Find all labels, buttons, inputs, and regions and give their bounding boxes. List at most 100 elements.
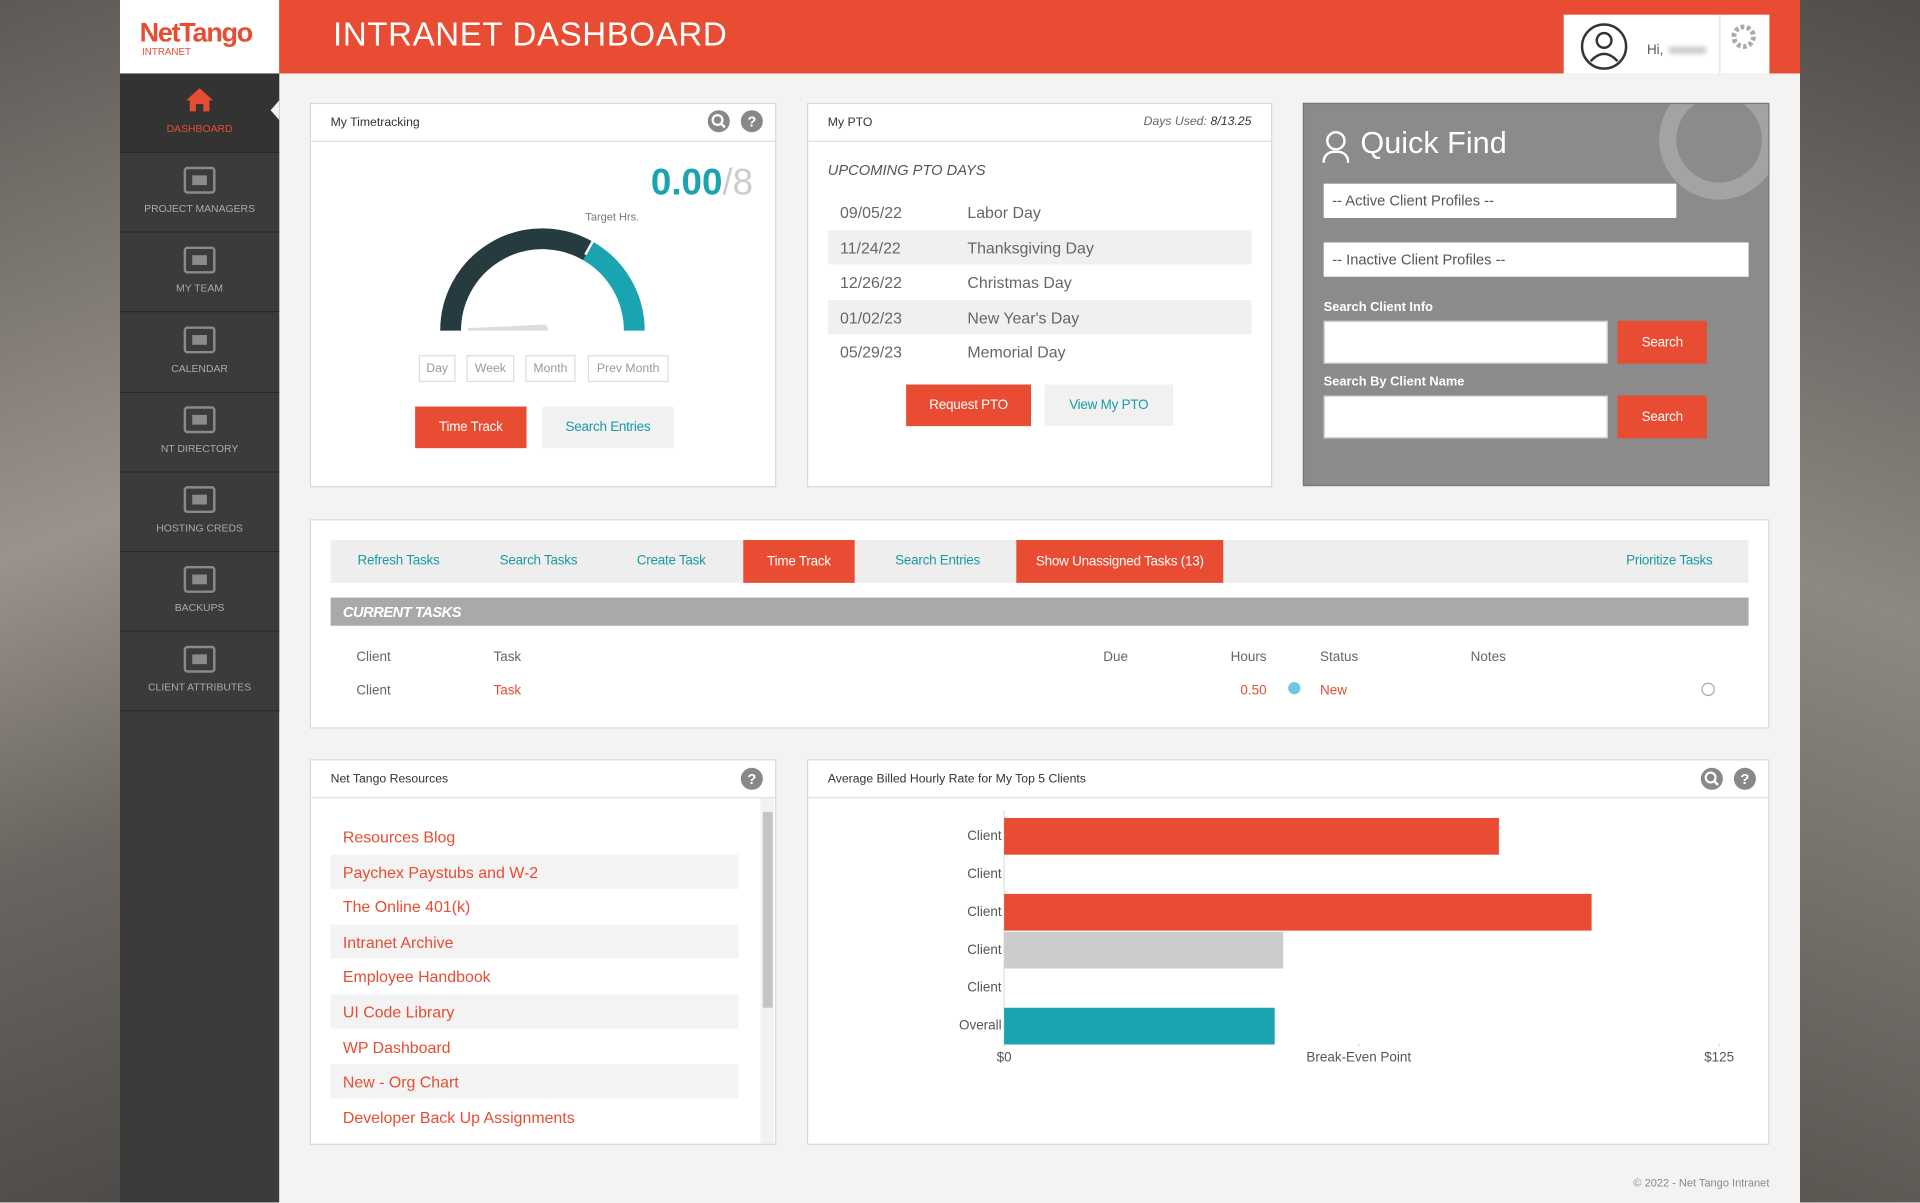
chart-panel: Average Billed Hourly Rate for My Top 5 … (806, 759, 1770, 1145)
timetracking-panel: My Timetracking 0.00/8 Target Hrs. Day Week M… (309, 102, 777, 488)
person-icon-body (1322, 150, 1350, 163)
panel-title: My PTO (827, 116, 873, 130)
column-header: Client (356, 650, 391, 665)
search-label: Search By Client Name (1323, 374, 1465, 390)
panel-header: Average Billed Hourly Rate for My Top 5 … (808, 760, 1769, 799)
toolbar-link[interactable]: Refresh Tasks (357, 553, 440, 569)
resource-row: Employee Handbook (330, 959, 739, 994)
nav-item[interactable]: CLIENT ATTRIBUTES (120, 632, 280, 712)
pto-row: 11/24/22 Thanksgiving Day (827, 229, 1252, 264)
pto-date: 12/26/22 (840, 273, 902, 292)
days-used-label: Days Used: (1143, 115, 1207, 129)
user-box[interactable]: Hi, (1563, 14, 1770, 74)
footer: © 2022 - Net Tango Intranet (1633, 1176, 1770, 1189)
resource-link[interactable]: Developer Back Up Assignments (342, 1107, 575, 1127)
column-header: Hours (1230, 650, 1267, 665)
nav-item[interactable]: CALENDAR (120, 312, 280, 393)
request-pto-button[interactable]: Request PTO (906, 384, 1032, 427)
search-button[interactable]: Search (1617, 395, 1707, 439)
search-entries-button[interactable]: Search Entries (542, 406, 674, 449)
pto-row: 01/02/23 New Year's Day (827, 299, 1252, 335)
pto-holiday: New Year's Day (967, 308, 1080, 327)
toolbar-button[interactable]: Time Track (743, 540, 855, 583)
pto-date: 01/02/23 (840, 308, 902, 327)
nav-item[interactable]: PROJECT MANAGERS (120, 153, 280, 233)
resources-panel: Net Tango Resources Resources Blog Paychex… (309, 759, 777, 1145)
range-button[interactable]: Week (466, 355, 515, 383)
tasks-heading: CURRENT TASKS (342, 603, 462, 621)
client-select[interactable]: -- Active Client Profiles -- (1323, 183, 1677, 218)
pto-row: 05/29/23 Memorial Day (827, 334, 1252, 370)
client-select[interactable]: -- Inactive Client Profiles -- (1323, 242, 1749, 277)
nav-label: CLIENT ATTRIBUTES (148, 681, 252, 694)
chart-title: Average Billed Hourly Rate for My Top 5 … (827, 772, 1086, 787)
logo-sub: INTRANET (142, 46, 192, 58)
nav-item[interactable]: BACKUPS (120, 552, 280, 633)
resource-link[interactable]: The Online 401(k) (342, 897, 471, 917)
toolbar-link[interactable]: Prioritize Tasks (1626, 553, 1713, 569)
search-button[interactable]: Search (1617, 320, 1707, 364)
range-button[interactable]: Prev Month (587, 355, 669, 383)
resource-row: Resources Blog (330, 819, 739, 854)
resource-link[interactable]: Resources Blog (342, 827, 456, 847)
column-header: Status (1320, 650, 1359, 665)
pto-panel: My PTO Days Used: 8/13.25 UPCOMING PTO DAYS… (806, 102, 1273, 488)
pto-date: 09/05/22 (840, 203, 902, 222)
nav-item[interactable]: NT DIRECTORY (120, 392, 280, 473)
header-bar: INTRANET DASHBOARD (279, 0, 1801, 74)
backdrop-right (1800, 0, 1920, 1203)
toolbar-button[interactable]: Show Unassigned Tasks (13) (1016, 540, 1224, 583)
pto-row: 09/05/22 Labor Day (827, 194, 1252, 229)
hours-value: 0.00 (650, 162, 723, 204)
divider (1719, 14, 1721, 74)
pto-holiday: Thanksgiving Day (967, 238, 1094, 257)
range-button[interactable]: Month (525, 355, 576, 383)
resource-row: UI Code Library (330, 994, 739, 1029)
resource-link[interactable]: New - Org Chart (342, 1072, 459, 1092)
nav-label: DASHBOARD (166, 122, 233, 135)
user-name-blurred (1668, 46, 1706, 54)
nav-label: HOSTING CREDS (156, 521, 243, 534)
logo-box[interactable]: NetTango INTRANET (120, 0, 280, 74)
time-track-button[interactable]: Time Track (415, 406, 527, 449)
column-header: Due (1103, 650, 1128, 665)
view-pto-button[interactable]: View My PTO (1044, 384, 1174, 427)
toolbar-link[interactable]: Create Task (636, 553, 706, 569)
target-label: Target Hrs. (585, 210, 640, 223)
nav-label: PROJECT MANAGERS (144, 202, 256, 215)
resource-link[interactable]: Intranet Archive (342, 932, 454, 952)
resource-link[interactable]: Employee Handbook (342, 967, 491, 987)
resource-link[interactable]: Paychex Paystubs and W-2 (342, 862, 539, 882)
nav-item[interactable]: MY TEAM (120, 233, 280, 313)
greeting: Hi, (1646, 42, 1664, 58)
nav-item[interactable]: HOSTING CREDS (120, 472, 280, 553)
hours-target: /8 (722, 162, 754, 204)
resource-link[interactable]: UI Code Library (342, 1002, 455, 1022)
backdrop-left (0, 0, 121, 1203)
panel-header: Net Tango Resources (311, 760, 776, 799)
scroll-thumb (762, 811, 773, 1008)
task-client: Client (356, 683, 391, 698)
nav-item[interactable]: DASHBOARD (120, 73, 280, 154)
pto-row: 12/26/22 Christmas Day (827, 264, 1252, 300)
toolbar-link[interactable]: Search Entries (895, 553, 981, 569)
pto-heading: UPCOMING PTO DAYS (827, 161, 986, 179)
resource-row: The Online 401(k) (330, 889, 739, 924)
search-input[interactable] (1323, 395, 1608, 439)
range-button[interactable]: Day (418, 355, 456, 383)
task-name[interactable]: Task (493, 683, 522, 698)
panel-header: My PTO Days Used: 8/13.25 (808, 104, 1272, 143)
resource-row: New - Org Chart (330, 1064, 739, 1099)
resource-link[interactable]: WP Dashboard (342, 1037, 451, 1057)
search-input[interactable] (1323, 320, 1608, 364)
pto-date: 11/24/22 (840, 238, 901, 257)
nav-label: MY TEAM (176, 282, 224, 295)
resource-row: WP Dashboard (330, 1029, 739, 1064)
days-used: Days Used: 8/13.25 (1144, 115, 1252, 128)
days-used-value: 8/13.25 (1210, 115, 1252, 129)
hours-display: 0.00/8 (651, 163, 753, 205)
nav-label: BACKUPS (174, 601, 225, 614)
toolbar-link[interactable]: Search Tasks (499, 553, 578, 569)
